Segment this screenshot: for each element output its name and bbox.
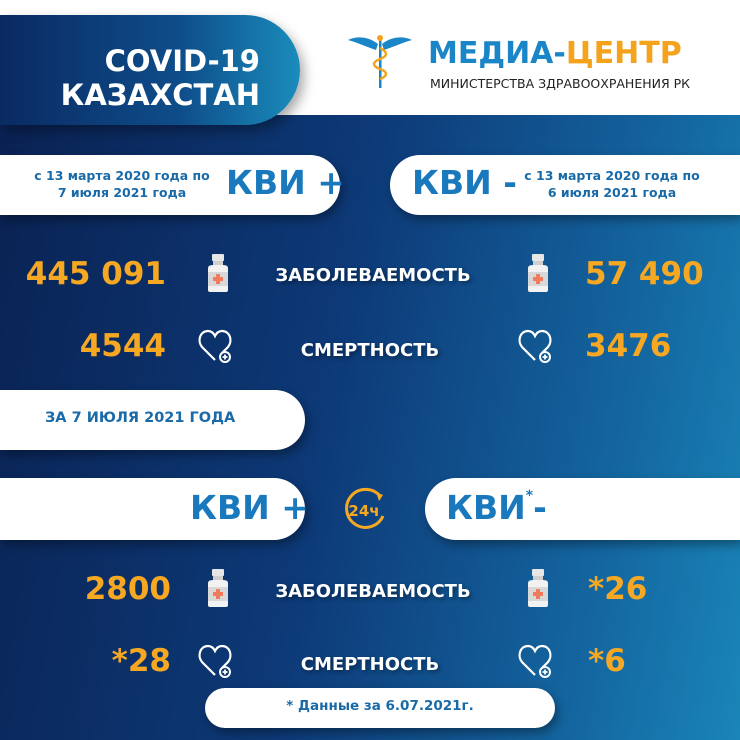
cumulative-positive-deaths: 4544 <box>79 328 166 364</box>
title-line1: COVID-19 <box>104 44 260 78</box>
cases-label-daily: ЗАБОЛЕВАЕМОСТЬ <box>275 581 471 602</box>
medicine-bottle-icon <box>204 254 232 296</box>
footnote: * Данные за 6.07.2021г. <box>205 688 555 728</box>
medicine-bottle-icon <box>524 254 552 296</box>
title-line2: КАЗАХСТАН <box>60 78 260 112</box>
daily-date-label: ЗА 7 ИЮЛЯ 2021 ГОДА <box>45 410 236 426</box>
cumulative-positive-pill <box>0 155 340 215</box>
title-pill <box>0 15 300 125</box>
medicine-bottle-icon <box>204 569 232 611</box>
heart-plus-icon <box>518 328 556 368</box>
cumulative-negative-cases: 57 490 <box>585 256 704 292</box>
cases-label: ЗАБОЛЕВАЕМОСТЬ <box>275 265 471 286</box>
positive-label: КВИ + <box>226 163 345 202</box>
negative-label: КВИ - <box>412 163 517 202</box>
deaths-label: СМЕРТНОСТЬ <box>300 340 440 361</box>
heart-plus-icon <box>518 643 556 683</box>
daily-positive-label: КВИ + <box>190 488 309 527</box>
daily-negative-label: КВИ*- <box>446 488 547 527</box>
daily-positive-cases: 2800 <box>84 571 171 607</box>
cumulative-negative-deaths: 3476 <box>585 328 672 364</box>
heart-plus-icon <box>198 328 236 368</box>
daily-positive-deaths: *28 <box>111 643 171 679</box>
daily-positive-pill <box>0 478 305 540</box>
cumulative-positive-cases: 445 091 <box>25 256 166 292</box>
caduceus-logo-icon <box>348 35 412 88</box>
negative-period: с 13 марта 2020 года по 6 июля 2021 года <box>524 168 700 200</box>
heart-plus-icon <box>198 643 236 683</box>
24-hours-icon: 24ч <box>345 487 385 529</box>
positive-period: с 13 марта 2020 года по 7 июля 2021 года <box>34 168 210 200</box>
svg-text:24ч: 24ч <box>348 502 379 520</box>
page-title: COVID-19 КАЗАХСТАН <box>20 44 290 112</box>
deaths-label-daily: СМЕРТНОСТЬ <box>300 654 440 675</box>
date-pill <box>0 390 305 450</box>
logo-title: МЕДИА-ЦЕНТР <box>428 36 682 71</box>
daily-negative-pill <box>425 478 740 540</box>
medicine-bottle-icon <box>524 569 552 611</box>
cumulative-negative-pill <box>390 155 740 215</box>
daily-negative-cases: *26 <box>588 571 648 607</box>
daily-negative-deaths: *6 <box>588 643 626 679</box>
logo-subtitle: МИНИСТЕРСТВА ЗДРАВООХРАНЕНИЯ РК <box>430 76 691 91</box>
